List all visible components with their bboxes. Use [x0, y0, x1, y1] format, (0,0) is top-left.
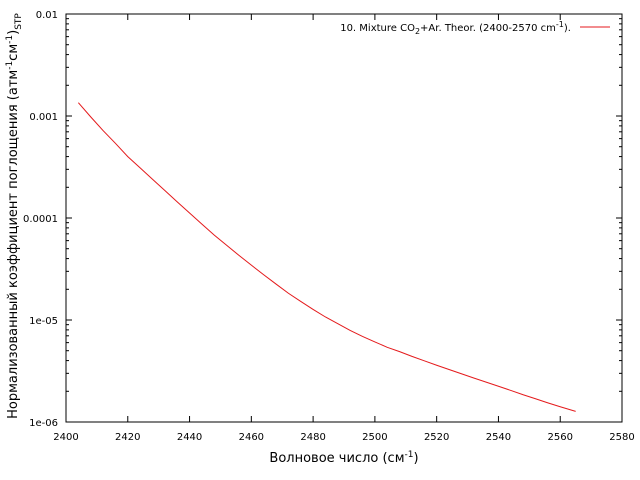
x-axis-label: Волновое число (см-1) [269, 450, 418, 466]
legend-entry-label: 10. Mixture CO2+Ar. Theor. (2400-2570 cm… [340, 20, 571, 36]
x-tick-label: 2440 [177, 432, 202, 443]
y-tick-label: 0.0001 [23, 214, 58, 225]
x-tick-label: 2520 [424, 432, 449, 443]
x-tick-label: 2400 [53, 432, 78, 443]
y-tick-label: 1e-06 [29, 418, 58, 429]
x-tick-label: 2540 [486, 432, 511, 443]
y-tick-label: 0.001 [29, 112, 58, 123]
tick-labels: 2400 2420 2440 2460 2480 2500 2520 2540 2560 2580… [23, 10, 635, 443]
x-tick-label: 2560 [547, 432, 572, 443]
y-axis-label: Нормализованный коэффициент поглощения (… [5, 13, 24, 419]
legend: 10. Mixture CO2+Ar. Theor. (2400-2570 cm… [340, 20, 610, 36]
series-line [77, 102, 576, 412]
y-tick-label: 1e-05 [29, 316, 58, 327]
y-tick-label: 0.01 [36, 10, 58, 21]
plot-frame [65, 13, 623, 423]
x-tick-label: 2580 [609, 432, 634, 443]
x-tick-label: 2420 [115, 432, 140, 443]
x-tick-label: 2500 [362, 432, 387, 443]
x-tick-label: 2460 [239, 432, 264, 443]
x-tick-label: 2480 [300, 432, 325, 443]
axis-ticks [65, 13, 623, 423]
